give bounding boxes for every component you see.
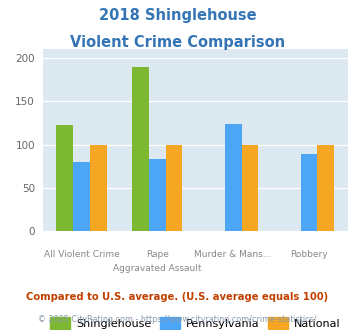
Bar: [225, 124, 241, 231]
Text: Murder & Mans...: Murder & Mans...: [195, 250, 272, 259]
Legend: Shinglehouse, Pennsylvania, National: Shinglehouse, Pennsylvania, National: [46, 313, 345, 330]
Bar: [73, 162, 90, 231]
Text: Violent Crime Comparison: Violent Crime Comparison: [70, 35, 285, 50]
Text: © 2025 CityRating.com - https://www.cityrating.com/crime-statistics/: © 2025 CityRating.com - https://www.city…: [38, 315, 317, 324]
Text: Rape: Rape: [146, 250, 169, 259]
Bar: [132, 67, 149, 231]
Text: 2018 Shinglehouse: 2018 Shinglehouse: [99, 8, 256, 23]
Bar: [241, 145, 258, 231]
Text: All Violent Crime: All Violent Crime: [44, 250, 119, 259]
Bar: [149, 159, 166, 231]
Bar: [166, 145, 182, 231]
Text: Compared to U.S. average. (U.S. average equals 100): Compared to U.S. average. (U.S. average …: [26, 292, 329, 302]
Text: Robbery: Robbery: [290, 250, 328, 259]
Bar: [56, 125, 73, 231]
Bar: [90, 145, 106, 231]
Bar: [317, 145, 334, 231]
Bar: [301, 154, 317, 231]
Text: Aggravated Assault: Aggravated Assault: [113, 264, 202, 273]
